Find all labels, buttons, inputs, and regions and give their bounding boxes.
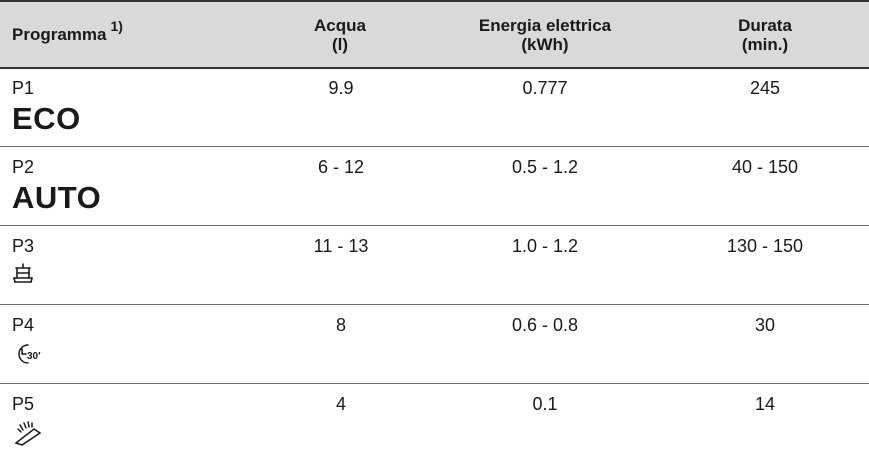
table-row: P2 AUTO 6 - 12 0.5 - 1.2 40 - 150 bbox=[0, 148, 869, 226]
energy-value: 0.5 - 1.2 bbox=[511, 157, 579, 177]
program-code: P5 bbox=[12, 394, 35, 414]
svg-text:30′: 30′ bbox=[27, 351, 41, 362]
header-durata: Durata (min.) bbox=[705, 2, 825, 67]
table-row: P4 30′ 8 0.6 - 0.8 30 bbox=[0, 306, 869, 384]
water-value: 11 - 13 bbox=[313, 236, 369, 256]
water-value: 6 - 12 bbox=[317, 157, 365, 177]
energy-value: 0.1 bbox=[532, 394, 558, 414]
spray-rinse-icon bbox=[14, 421, 42, 446]
header-acqua-unit: (l) bbox=[331, 34, 349, 54]
header-programma-label: Programma bbox=[12, 25, 107, 44]
table-row: P3 11 - 13 1.0 - 1.2 130 - 150 bbox=[0, 227, 869, 305]
header-energia-unit: (kWh) bbox=[521, 34, 569, 54]
header-durata-unit: (min.) bbox=[741, 34, 789, 54]
water-value: 8 bbox=[335, 315, 347, 335]
energy-value: 0.6 - 0.8 bbox=[511, 315, 579, 335]
stacked-dishes-icon bbox=[13, 263, 33, 283]
header-energia-label: Energia elettrica bbox=[478, 15, 612, 35]
program-code: P4 bbox=[12, 315, 35, 335]
duration-value: 130 - 150 bbox=[726, 236, 804, 256]
duration-value: 245 bbox=[749, 78, 781, 98]
program-code: P1 bbox=[12, 78, 35, 98]
energy-value: 1.0 - 1.2 bbox=[511, 236, 579, 256]
program-eco-label: ECO bbox=[12, 101, 81, 136]
table-header: Programma 1) Acqua (l) Energia elettrica… bbox=[0, 0, 869, 69]
header-durata-label: Durata bbox=[738, 15, 792, 35]
program-code: P3 bbox=[12, 236, 35, 256]
header-acqua-label: Acqua bbox=[314, 15, 366, 35]
header-energia: Energia elettrica (kWh) bbox=[445, 2, 645, 67]
header-programma: Programma 1) bbox=[12, 2, 123, 67]
water-value: 9.9 bbox=[328, 78, 354, 98]
duration-value: 30 bbox=[754, 315, 776, 335]
footnote-marker: 1) bbox=[110, 18, 123, 34]
duration-value: 40 - 150 bbox=[731, 157, 799, 177]
30-minute-clock-icon: 30′ bbox=[18, 344, 41, 364]
program-auto-label: AUTO bbox=[12, 180, 102, 215]
header-acqua: Acqua (l) bbox=[290, 2, 390, 67]
duration-value: 14 bbox=[754, 394, 776, 414]
table-row: P1 ECO 9.9 0.777 245 bbox=[0, 69, 869, 147]
energy-value: 0.777 bbox=[522, 78, 568, 98]
program-code: P2 bbox=[12, 157, 35, 177]
water-value: 4 bbox=[335, 394, 347, 414]
table-row: P5 4 0.1 14 bbox=[0, 385, 869, 457]
